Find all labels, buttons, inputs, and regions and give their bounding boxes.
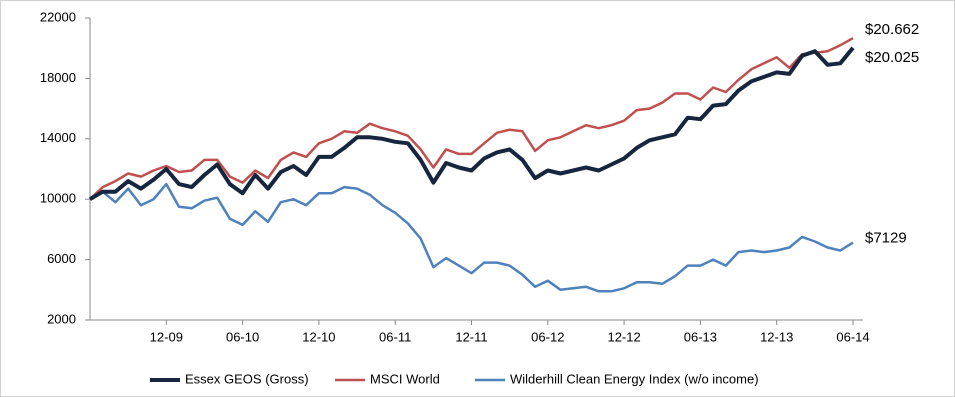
x-tick-label: 06-10 [226,329,259,344]
x-tick-label: 06-11 [379,329,411,344]
x-tick-label: 06-12 [531,329,564,344]
x-tick-label: 12-09 [150,329,183,344]
end-label: $20.025 [865,49,919,66]
x-tick-label: 06-14 [836,329,869,344]
x-tick-label: 12-13 [760,329,793,344]
x-tick-label: 12-10 [302,329,335,344]
y-tick-label: 14000 [40,130,76,145]
y-tick-label: 22000 [40,9,76,24]
x-tick-label: 12-11 [455,329,487,344]
y-tick-label: 2000 [47,311,76,326]
legend-label: MSCI World [370,371,440,386]
series-line [89,37,854,201]
y-tick-label: 6000 [47,251,76,266]
series-line [89,182,854,293]
legend-label: Wilderhill Clean Energy Index (w/o incom… [510,371,759,386]
y-tick-label: 18000 [40,70,76,85]
end-label: $20.662 [865,21,919,38]
series-line [88,46,855,201]
x-tick-label: 12-12 [607,329,640,344]
legend-label: Essex GEOS (Gross) [185,371,309,386]
x-tick-label: 06-13 [684,329,717,344]
end-label: $7129 [865,230,907,247]
y-tick-label: 10000 [40,191,76,206]
